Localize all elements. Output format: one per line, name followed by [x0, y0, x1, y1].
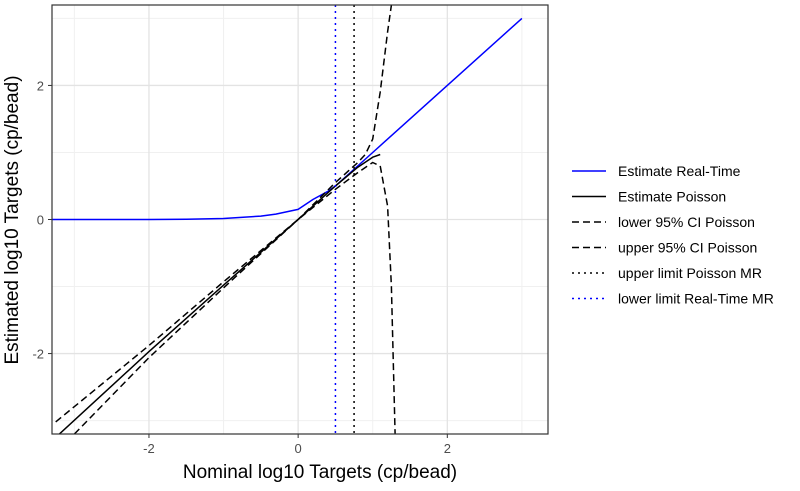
legend: Estimate Real-Time Estimate Poisson lower … — [572, 163, 774, 307]
grid-minor — [52, 5, 548, 434]
y-axis-title: Estimated log10 Targets (cp/bead) — [2, 75, 23, 364]
x-axis-title: Nominal log10 Targets (cp/bead) — [183, 462, 457, 483]
y-tick-label: 2 — [37, 78, 44, 93]
x-tick-label: -2 — [143, 441, 155, 456]
legend-label-2: lower 95% CI Poisson — [618, 214, 755, 230]
y-tick-label: -2 — [32, 347, 44, 362]
x-tick-label: 0 — [295, 441, 302, 456]
y-tick-label: 0 — [37, 213, 44, 228]
legend-label-1: Estimate Poisson — [618, 189, 726, 205]
plot-lines — [52, 5, 523, 434]
x-tick-label: 2 — [444, 441, 451, 456]
series-line-1 — [58, 153, 381, 434]
legend-label-5: lower limit Real-Time MR — [618, 291, 774, 307]
axis-ticks: -2 0 2 -2 0 2 — [32, 78, 450, 456]
legend-label-3: upper 95% CI Poisson — [618, 240, 757, 256]
series-line-2 — [55, 161, 396, 434]
series-line-0 — [52, 17, 523, 221]
legend-label-0: Estimate Real-Time — [618, 163, 741, 179]
series-line-3 — [73, 5, 393, 434]
legend-label-4: upper limit Poisson MR — [618, 265, 762, 281]
